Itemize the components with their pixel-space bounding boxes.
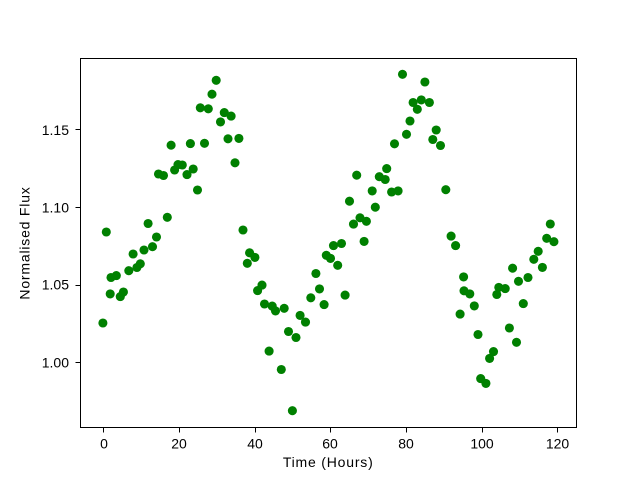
svg-text:120: 120	[546, 435, 570, 451]
svg-text:1.15: 1.15	[42, 122, 69, 138]
svg-text:60: 60	[322, 435, 338, 451]
svg-text:1.05: 1.05	[42, 277, 69, 293]
svg-text:80: 80	[398, 435, 414, 451]
svg-text:0: 0	[100, 435, 108, 451]
svg-text:20: 20	[171, 435, 187, 451]
svg-text:Normalised Flux: Normalised Flux	[17, 186, 33, 299]
svg-text:1.00: 1.00	[42, 355, 69, 371]
svg-text:100: 100	[470, 435, 494, 451]
svg-text:40: 40	[247, 435, 263, 451]
svg-text:Time (Hours): Time (Hours)	[283, 454, 374, 470]
svg-text:1.10: 1.10	[42, 200, 69, 216]
